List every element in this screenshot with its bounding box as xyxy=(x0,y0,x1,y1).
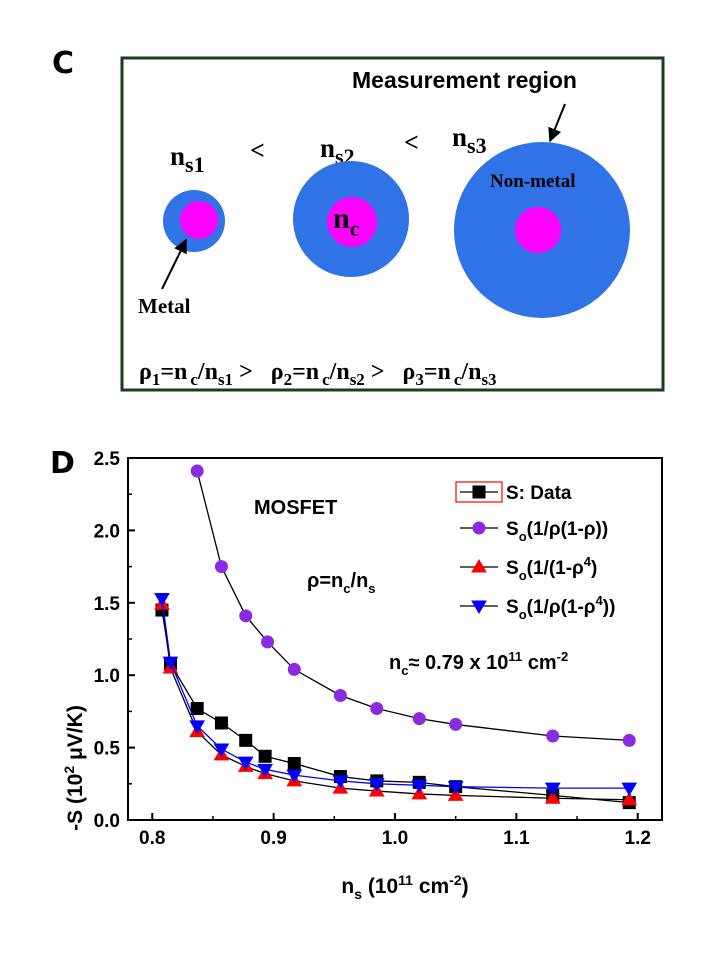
region-2-metal-core xyxy=(327,197,377,247)
x-tick-label: 0.9 xyxy=(260,828,286,849)
seebeck-chart: 0.8 0.9 1.0 1.1 1.2 0.0 0.5 1.0 1.5 2.0 2.5 -S (10… xyxy=(61,449,663,902)
y-tick-label: 1.0 xyxy=(94,666,120,687)
legend-entry-label: So(1/(1-ρ4) xyxy=(506,554,597,583)
data-point xyxy=(287,757,301,771)
region-1-metal-core xyxy=(180,201,218,239)
series-3 xyxy=(154,592,638,797)
measurement-region-label: Measurement region xyxy=(352,67,577,93)
data-point xyxy=(213,743,230,758)
data-point xyxy=(412,712,426,726)
x-tick-label: 0.8 xyxy=(139,828,165,849)
x-tick-label: 1.1 xyxy=(503,828,530,849)
legend-marker xyxy=(472,521,486,535)
x-tick-label: 1.0 xyxy=(382,828,408,849)
legend-marker xyxy=(471,600,487,614)
x-tick-label: 1.2 xyxy=(625,828,651,849)
legend-entry-label: So(1/ρ(1-ρ4)) xyxy=(506,593,615,622)
data-point xyxy=(258,749,272,763)
series-line xyxy=(161,604,630,801)
data-point xyxy=(621,782,638,797)
device-annotation: MOSFET xyxy=(254,497,337,519)
data-point xyxy=(239,733,253,747)
data-point xyxy=(162,656,179,671)
data-point xyxy=(447,781,464,795)
y-tick-label: 1.5 xyxy=(94,594,121,615)
legend-entry-label: S: Data xyxy=(506,483,572,504)
series-0 xyxy=(155,603,636,810)
data-point xyxy=(370,702,384,716)
data-point xyxy=(190,702,204,716)
metal-arrow xyxy=(161,238,187,290)
y-tick-label: 0.5 xyxy=(94,739,121,760)
legend-marker xyxy=(471,559,487,573)
y-tick-label: 2.5 xyxy=(94,449,121,470)
series-1 xyxy=(190,464,636,747)
data-point xyxy=(214,560,228,574)
non-metal-label: Non-metal xyxy=(490,171,575,192)
legend-marker xyxy=(472,485,486,499)
data-point xyxy=(190,464,204,478)
density-label-ns3: ns3 xyxy=(452,122,487,158)
panel-c-label: C xyxy=(52,46,75,81)
data-point xyxy=(544,790,561,804)
measurement-region-diagram: Measurement region ns1 < ns2 < ns3 nc No… xyxy=(120,56,665,392)
data-point xyxy=(261,635,275,649)
legend-entry-label: So(1/ρ(1-ρ)) xyxy=(506,519,608,544)
data-point xyxy=(544,782,561,797)
data-point xyxy=(546,729,560,743)
data-point xyxy=(189,720,206,734)
chart-legend: S: Data So(1/ρ(1-ρ)) So(1/(1-ρ4) So(1/ρ(1-ρ… xyxy=(455,481,615,622)
metal-label: Metal xyxy=(138,294,191,318)
legend-highlight-box xyxy=(455,481,503,503)
rho-definition-annotation: ρ=nc/ns xyxy=(307,570,376,596)
data-point xyxy=(622,733,636,747)
critical-density-label: nc xyxy=(333,202,360,241)
x-axis-label: ns (1011 cm-2) xyxy=(341,872,468,902)
data-point xyxy=(411,779,428,794)
data-point xyxy=(154,592,170,607)
data-point xyxy=(449,717,463,731)
data-point xyxy=(332,775,349,789)
series-line xyxy=(161,609,630,804)
data-point xyxy=(287,662,301,676)
y-axis-label: -S (102 μV/K) xyxy=(61,705,87,831)
data-point xyxy=(239,609,253,623)
data-point xyxy=(333,688,347,702)
data-point xyxy=(368,778,385,792)
panel-d-label: D xyxy=(50,446,75,481)
y-tick-label: 2.0 xyxy=(94,521,120,542)
less-than-1: < xyxy=(250,136,265,165)
measurement-region-arrow xyxy=(548,103,566,143)
data-point xyxy=(286,769,303,784)
series-2 xyxy=(154,596,638,806)
data-point xyxy=(237,756,254,771)
ratio-expression: ρ1=n c/ns1 > ρ2=n c/ns2 > ρ3=n c/ns3 xyxy=(139,359,497,389)
critical-density-annotation: nc≈ 0.79 x 1011 cm-2 xyxy=(389,649,568,678)
region-3-metal-core xyxy=(515,207,561,253)
y-tick-label: 0.0 xyxy=(94,811,120,832)
less-than-2: < xyxy=(404,128,419,157)
data-point xyxy=(621,791,638,806)
data-point xyxy=(214,716,228,730)
density-label-ns1: ns1 xyxy=(170,141,205,177)
data-point xyxy=(257,763,274,778)
